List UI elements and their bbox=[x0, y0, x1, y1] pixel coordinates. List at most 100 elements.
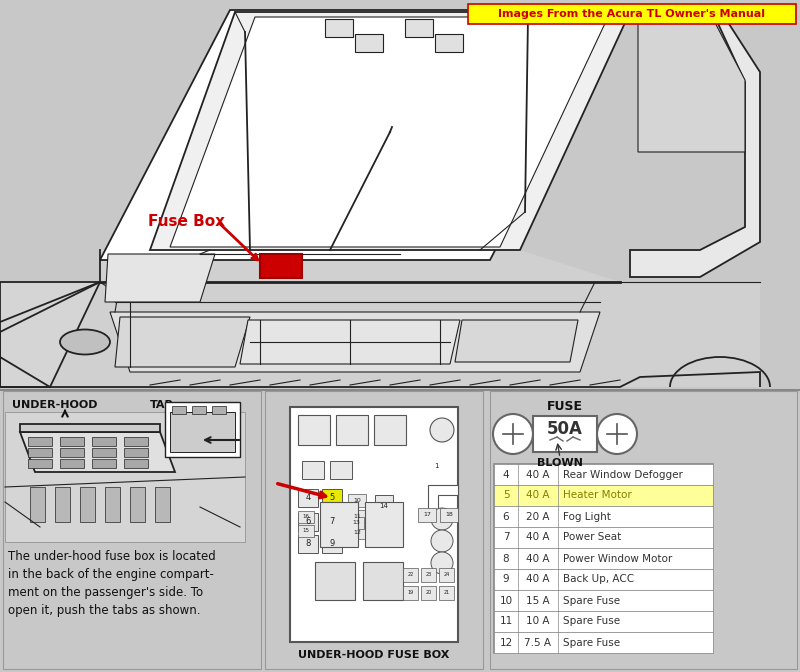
Circle shape bbox=[431, 552, 453, 574]
Circle shape bbox=[597, 414, 637, 454]
Bar bbox=[105, 487, 120, 522]
Bar bbox=[28, 448, 52, 457]
Bar bbox=[494, 506, 713, 527]
Text: UNDER-HOOD: UNDER-HOOD bbox=[12, 400, 98, 410]
Bar bbox=[403, 568, 418, 582]
Text: 6: 6 bbox=[306, 517, 310, 526]
Text: 4: 4 bbox=[502, 470, 510, 480]
Text: 50A: 50A bbox=[547, 420, 583, 438]
Text: Power Window Motor: Power Window Motor bbox=[563, 554, 672, 564]
Text: 9: 9 bbox=[502, 575, 510, 585]
Bar bbox=[265, 391, 483, 669]
Polygon shape bbox=[110, 312, 600, 372]
Bar bbox=[330, 461, 352, 479]
Text: 23: 23 bbox=[426, 573, 432, 577]
Bar bbox=[298, 525, 314, 537]
Text: 12: 12 bbox=[353, 530, 361, 535]
Bar bbox=[60, 448, 84, 457]
Text: 14: 14 bbox=[379, 503, 389, 509]
Bar bbox=[374, 415, 406, 445]
Bar bbox=[418, 508, 436, 522]
Text: 8: 8 bbox=[502, 554, 510, 564]
Bar bbox=[363, 562, 403, 600]
Polygon shape bbox=[455, 320, 578, 362]
Text: 7.5 A: 7.5 A bbox=[525, 638, 551, 648]
Bar bbox=[298, 415, 330, 445]
Bar bbox=[28, 437, 52, 446]
Polygon shape bbox=[150, 12, 630, 250]
Text: 10: 10 bbox=[353, 498, 361, 503]
Text: TAB: TAB bbox=[150, 400, 174, 410]
Bar bbox=[165, 402, 240, 457]
Text: 20 A: 20 A bbox=[526, 511, 550, 521]
Bar bbox=[322, 489, 342, 507]
Text: 7: 7 bbox=[502, 532, 510, 542]
Bar bbox=[172, 406, 186, 414]
Bar bbox=[28, 459, 52, 468]
Text: 13: 13 bbox=[352, 521, 360, 526]
Bar bbox=[365, 502, 403, 547]
Bar bbox=[130, 487, 145, 522]
Bar bbox=[192, 406, 206, 414]
Bar bbox=[322, 513, 342, 531]
Bar bbox=[405, 19, 433, 37]
Text: 16: 16 bbox=[302, 515, 310, 519]
Bar bbox=[348, 494, 366, 507]
Bar bbox=[421, 586, 436, 600]
Bar bbox=[322, 535, 342, 553]
Polygon shape bbox=[638, 17, 745, 152]
Bar bbox=[55, 487, 70, 522]
Bar bbox=[124, 459, 148, 468]
Text: 10: 10 bbox=[499, 595, 513, 605]
Bar bbox=[494, 464, 713, 653]
Text: 19: 19 bbox=[407, 591, 414, 595]
Bar bbox=[320, 502, 358, 547]
Bar bbox=[290, 407, 458, 642]
Bar bbox=[260, 254, 302, 278]
Text: BLOWN: BLOWN bbox=[537, 458, 583, 468]
Text: 21: 21 bbox=[443, 591, 450, 595]
Text: 11: 11 bbox=[353, 514, 361, 519]
Circle shape bbox=[430, 418, 454, 442]
Text: 8: 8 bbox=[306, 540, 310, 548]
Bar bbox=[124, 448, 148, 457]
Text: Spare Fuse: Spare Fuse bbox=[563, 638, 620, 648]
Text: Spare Fuse: Spare Fuse bbox=[563, 616, 620, 626]
Bar bbox=[298, 489, 318, 507]
Polygon shape bbox=[0, 282, 100, 387]
Text: 10 A: 10 A bbox=[526, 616, 550, 626]
Text: Rear Window Defogger: Rear Window Defogger bbox=[563, 470, 683, 480]
Polygon shape bbox=[240, 320, 460, 364]
Bar bbox=[30, 487, 45, 522]
Bar bbox=[124, 437, 148, 446]
Text: 7: 7 bbox=[330, 517, 334, 526]
Bar bbox=[533, 416, 597, 452]
Bar bbox=[348, 526, 366, 539]
Text: 40 A: 40 A bbox=[526, 554, 550, 564]
Text: Fog Light: Fog Light bbox=[563, 511, 611, 521]
Text: 18: 18 bbox=[445, 513, 453, 517]
Bar bbox=[435, 34, 463, 52]
Text: 12: 12 bbox=[499, 638, 513, 648]
Polygon shape bbox=[100, 10, 620, 260]
Text: Fuse Box: Fuse Box bbox=[148, 214, 225, 230]
Text: 9: 9 bbox=[330, 540, 334, 548]
Bar bbox=[440, 508, 458, 522]
Text: 5: 5 bbox=[330, 493, 334, 503]
Bar bbox=[60, 437, 84, 446]
Text: 1: 1 bbox=[434, 463, 438, 469]
Ellipse shape bbox=[60, 329, 110, 355]
Polygon shape bbox=[630, 10, 760, 277]
Text: 40 A: 40 A bbox=[526, 470, 550, 480]
Bar bbox=[494, 527, 713, 548]
Bar bbox=[92, 448, 116, 457]
Bar bbox=[494, 548, 713, 569]
Bar bbox=[490, 391, 797, 669]
Bar bbox=[439, 568, 454, 582]
Bar bbox=[494, 569, 713, 590]
Polygon shape bbox=[105, 254, 215, 302]
Text: UNDER-HOOD FUSE BOX: UNDER-HOOD FUSE BOX bbox=[298, 650, 450, 660]
Bar bbox=[92, 459, 116, 468]
Text: Back Up, ACC: Back Up, ACC bbox=[563, 575, 634, 585]
Bar bbox=[355, 34, 383, 52]
